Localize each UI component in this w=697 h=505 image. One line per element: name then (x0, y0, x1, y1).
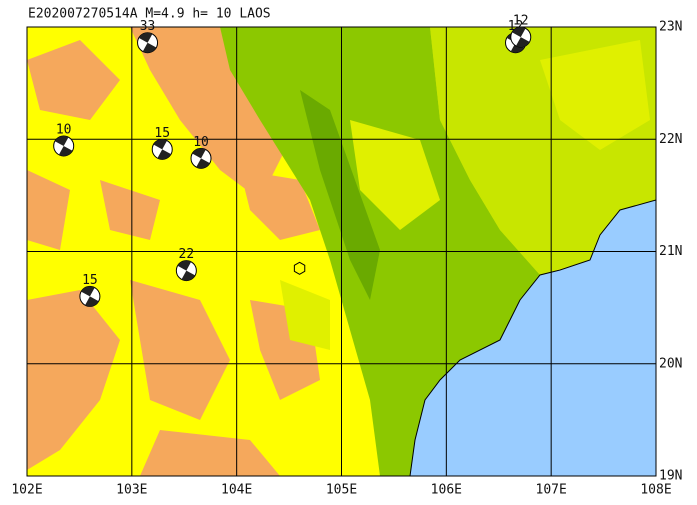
x-tick-label: 102E (11, 483, 42, 498)
x-tick-label: 105E (326, 483, 357, 498)
y-tick-label: 19N (659, 469, 682, 484)
x-tick-label: 106E (431, 483, 462, 498)
beachball-lobe (511, 27, 530, 48)
x-tick-label: 108E (640, 483, 671, 498)
depth-label: 33 (140, 19, 156, 34)
depth-label: 15 (82, 273, 98, 288)
beachball-lobe (138, 32, 157, 53)
beachball-lobe (81, 286, 99, 307)
map-title: E202007270514A M=4.9 h= 10 LAOS (28, 7, 271, 22)
depth-label: 12 (513, 14, 529, 29)
beachball-lobe (192, 148, 210, 169)
depth-label: 22 (179, 247, 195, 262)
beachball-lobe (177, 260, 196, 281)
x-tick-label: 104E (221, 483, 252, 498)
depth-label: 10 (56, 122, 72, 137)
y-tick-label: 21N (659, 244, 682, 259)
beachball-lobe (54, 135, 73, 156)
y-tick-label: 23N (659, 20, 682, 35)
y-tick-label: 20N (659, 356, 682, 371)
epicenter (293, 261, 306, 275)
depth-label: 15 (154, 126, 170, 141)
y-tick-label: 22N (659, 132, 682, 147)
x-tick-label: 107E (536, 483, 567, 498)
x-tick-label: 103E (116, 483, 147, 498)
depth-label: 10 (193, 135, 209, 150)
beachball-lobe (153, 139, 172, 160)
